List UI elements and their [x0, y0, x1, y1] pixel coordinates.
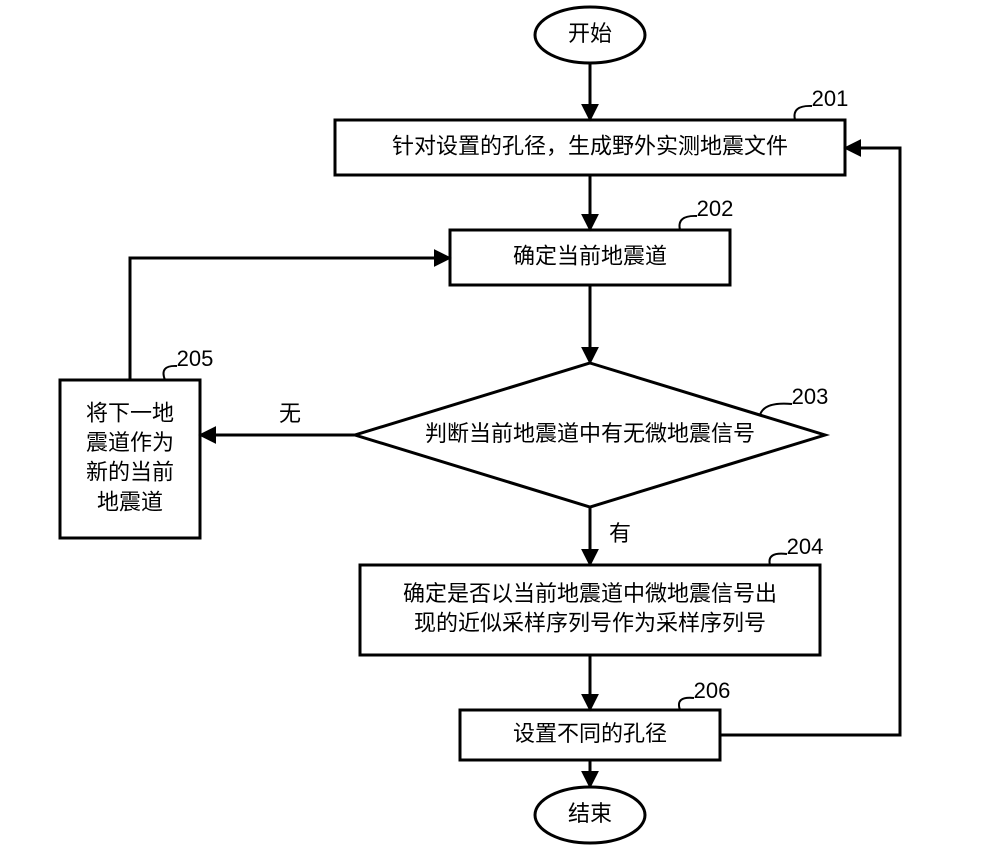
node-n204: 确定是否以当前地震道中微地震信号出现的近似采样序列号作为采样序列号 [360, 565, 820, 655]
node-n202: 确定当前地震道 [450, 230, 730, 285]
ref-label-n201: 201 [794, 86, 848, 120]
svg-text:结束: 结束 [568, 801, 612, 826]
svg-text:针对设置的孔径，生成野外实测地震文件: 针对设置的孔径，生成野外实测地震文件 [392, 133, 788, 158]
svg-text:有: 有 [609, 521, 631, 546]
svg-text:206: 206 [694, 678, 731, 703]
svg-text:新的当前: 新的当前 [86, 460, 174, 485]
svg-text:203: 203 [792, 384, 829, 409]
node-n203: 判断当前地震道中有无微地震信号 [355, 363, 825, 507]
svg-text:现的近似采样序列号作为采样序列号: 现的近似采样序列号作为采样序列号 [414, 611, 766, 636]
node-n206: 设置不同的孔径 [460, 710, 720, 760]
edge-e-203-205: 无 [200, 401, 355, 435]
svg-text:确定当前地震道: 确定当前地震道 [513, 243, 667, 268]
edge-e-203-204: 有 [590, 507, 631, 565]
ref-label-n203: 203 [760, 384, 828, 415]
svg-text:地震道: 地震道 [97, 489, 163, 514]
svg-text:202: 202 [697, 196, 734, 221]
svg-text:205: 205 [177, 346, 214, 371]
ref-label-n206: 206 [679, 678, 730, 710]
svg-text:204: 204 [787, 534, 824, 559]
svg-text:开始: 开始 [568, 21, 612, 46]
svg-text:201: 201 [812, 86, 849, 111]
node-n205: 将下一地震道作为新的当前地震道 [60, 380, 200, 538]
ref-label-n204: 204 [769, 534, 823, 565]
node-start: 开始 [535, 7, 645, 63]
flowchart-canvas: 开始针对设置的孔径，生成野外实测地震文件确定当前地震道判断当前地震道中有无微地震… [0, 0, 1000, 853]
svg-text:无: 无 [279, 401, 301, 426]
svg-text:设置不同的孔径: 设置不同的孔径 [513, 721, 667, 746]
svg-text:判断当前地震道中有无微地震信号: 判断当前地震道中有无微地震信号 [425, 421, 755, 446]
svg-text:将下一地: 将下一地 [86, 400, 174, 425]
node-n201: 针对设置的孔径，生成野外实测地震文件 [335, 120, 845, 175]
ref-label-n205: 205 [164, 346, 214, 380]
ref-label-n202: 202 [679, 196, 733, 230]
svg-text:震道作为: 震道作为 [86, 430, 174, 455]
svg-text:确定是否以当前地震道中微地震信号出: 确定是否以当前地震道中微地震信号出 [403, 581, 777, 606]
node-end: 结束 [535, 787, 645, 843]
